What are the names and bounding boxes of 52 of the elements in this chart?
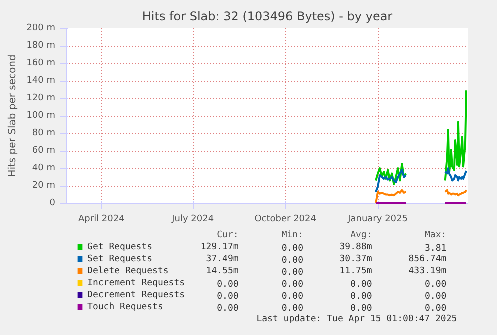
text: 0.00 (282, 304, 304, 314)
legend-label: Delete Requests (88, 266, 169, 276)
text: 0.00 (282, 244, 304, 254)
text: Max: (424, 230, 447, 240)
legend-label: Decrement Requests (88, 290, 186, 300)
x-tick-label: January 2025 (347, 214, 408, 224)
text: 0.00 (282, 256, 304, 266)
text: 856.74m (408, 254, 447, 264)
text: 11.75m (340, 266, 372, 276)
text: 30.37m (340, 254, 372, 264)
text: 0.00 (424, 304, 447, 314)
chart-title: Hits for Slab: 32 (103496 Bytes) - by year (142, 10, 393, 24)
legend-label: Get Requests (88, 242, 153, 252)
text: 37.49m (206, 254, 239, 264)
text: Last update: Tue Apr 15 01:00:47 2025 (256, 314, 458, 324)
text: 39.88m (340, 242, 372, 252)
y-tick-label: 20 m (32, 181, 56, 191)
y-tick-label: 60 m (32, 146, 56, 156)
legend-label: Touch Requests (88, 302, 164, 312)
text: 129.17m (200, 242, 239, 252)
x-tick-label: October 2024 (254, 214, 317, 224)
x-tick-label: April 2024 (78, 214, 126, 224)
text: 0.00 (350, 304, 372, 314)
text: 0.00 (282, 280, 304, 290)
y-tick-label: 40 m (32, 164, 56, 174)
text: 0.00 (282, 268, 304, 278)
text: Min: (282, 230, 304, 240)
text: 0.00 (282, 292, 304, 302)
text: 3.81 (424, 244, 447, 254)
text: 0.00 (424, 292, 447, 302)
y-tick-label: 120 m (26, 94, 56, 104)
y-tick-label: 80 m (32, 128, 56, 138)
y-tick-label: 180 m (26, 41, 56, 51)
y-tick-label: 160 m (26, 58, 56, 68)
text: Cur: (217, 230, 239, 240)
text: 0.00 (217, 304, 239, 314)
y-tick-label: 100 m (26, 111, 56, 121)
x-tick-label: July 2024 (171, 214, 214, 224)
y-axis-title: Hits per Slab per second (8, 54, 19, 178)
legend-label: Increment Requests (88, 278, 186, 288)
text: 14.55m (206, 266, 239, 276)
y-tick-label: 140 m (26, 76, 56, 86)
text: 0.00 (350, 292, 372, 302)
text: 0.00 (217, 280, 239, 290)
text: 0.00 (424, 280, 447, 290)
y-tick-label: 0 (50, 198, 56, 208)
text: 0.00 (350, 280, 372, 290)
text: Avg: (350, 230, 372, 240)
text: 433.19m (408, 266, 447, 276)
text: 0.00 (217, 292, 239, 302)
legend-label: Set Requests (88, 254, 153, 264)
y-tick-label: 200 m (26, 24, 56, 34)
